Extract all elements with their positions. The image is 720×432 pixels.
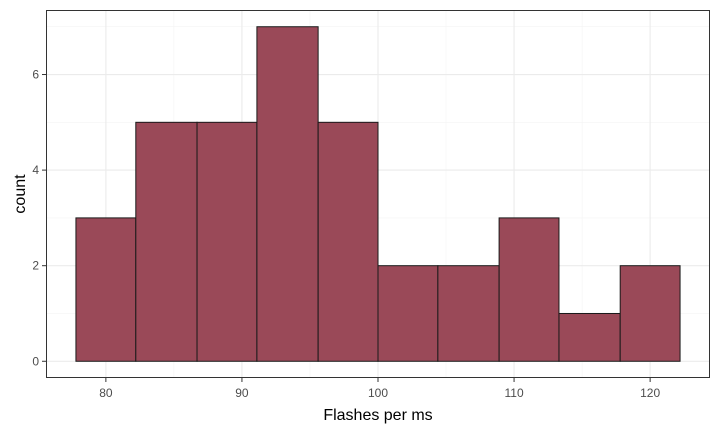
y-tick-label: 4 bbox=[32, 163, 39, 177]
histogram-bar-6 bbox=[377, 265, 439, 362]
histogram-bar-5 bbox=[317, 121, 379, 362]
x-axis-title: Flashes per ms bbox=[323, 407, 432, 424]
histogram-bar-8 bbox=[498, 217, 560, 362]
x-tick-label: 110 bbox=[504, 386, 523, 400]
panel-border bbox=[46, 10, 710, 378]
histogram-bar-9 bbox=[558, 312, 621, 362]
x-tick-label: 80 bbox=[99, 386, 113, 400]
y-axis-title: count bbox=[12, 174, 29, 214]
y-tick-label: 0 bbox=[32, 354, 39, 368]
x-tick-label: 120 bbox=[640, 386, 660, 400]
y-axis-ticks: 0 2 4 6 bbox=[32, 68, 46, 368]
x-tick-label: 90 bbox=[235, 386, 249, 400]
y-tick-label: 2 bbox=[32, 259, 39, 273]
histogram-bar-3 bbox=[196, 121, 258, 362]
x-tick-label: 100 bbox=[368, 386, 388, 400]
histogram-bar-4 bbox=[256, 26, 319, 362]
histogram-bar-2 bbox=[135, 121, 198, 362]
histogram-bar-1 bbox=[75, 217, 137, 362]
y-tick-label: 6 bbox=[32, 68, 39, 82]
histogram-bar-10 bbox=[619, 265, 681, 362]
x-axis-ticks: 80 90 100 110 120 bbox=[99, 378, 660, 400]
histogram-bar-7 bbox=[437, 265, 500, 362]
histogram-bars bbox=[75, 26, 681, 362]
